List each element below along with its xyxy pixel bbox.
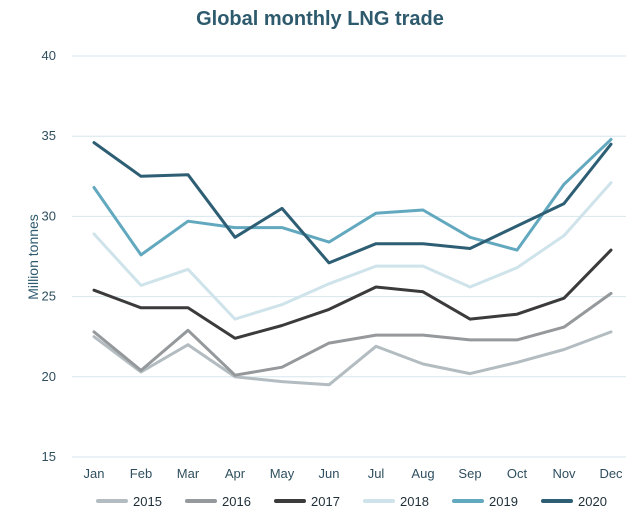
legend-label-2017: 2017	[311, 494, 340, 509]
series-line-2018	[92, 181, 613, 321]
series-lines	[92, 137, 613, 387]
legend-label-2018: 2018	[400, 494, 429, 509]
series-line-2015	[92, 330, 613, 387]
x-tick-label: Sep	[458, 466, 481, 481]
y-axis-title: Million tonnes	[25, 214, 41, 300]
y-tick-label: 15	[42, 449, 56, 464]
y-tick-label: 25	[42, 289, 56, 304]
y-axis-ticks: 15 20 25 30 35 40	[42, 48, 56, 464]
legend: 2015 2016 2017 2018 2019 2020	[96, 494, 607, 509]
legend-label-2015: 2015	[133, 494, 162, 509]
series-line-2019	[92, 137, 613, 257]
x-tick-label: Jun	[319, 466, 340, 481]
x-tick-label: Nov	[552, 466, 576, 481]
x-tick-label: Feb	[130, 466, 152, 481]
x-tick-label: Oct	[507, 466, 528, 481]
x-tick-label: Mar	[177, 466, 200, 481]
x-tick-label: Aug	[411, 466, 434, 481]
gridlines	[72, 55, 626, 458]
x-tick-label: Jan	[84, 466, 105, 481]
legend-label-2016: 2016	[222, 494, 251, 509]
x-tick-label: Apr	[225, 466, 246, 481]
x-tick-label: Dec	[599, 466, 623, 481]
legend-label-2019: 2019	[489, 494, 518, 509]
y-tick-label: 35	[42, 128, 56, 143]
y-tick-label: 30	[42, 208, 56, 223]
legend-label-2020: 2020	[578, 494, 607, 509]
y-tick-label: 20	[42, 369, 56, 384]
y-tick-label: 40	[42, 48, 56, 63]
series-line-2020	[92, 141, 613, 265]
x-axis-ticks: Jan Feb Mar Apr May Jun Jul Aug Sep Oct Nov Dec	[84, 466, 624, 481]
series-line-2017	[92, 248, 613, 340]
series-line-2016	[92, 291, 613, 377]
x-tick-label: Jul	[368, 466, 385, 481]
chart-title: Global monthly LNG trade	[196, 8, 444, 30]
x-tick-label: May	[270, 466, 295, 481]
